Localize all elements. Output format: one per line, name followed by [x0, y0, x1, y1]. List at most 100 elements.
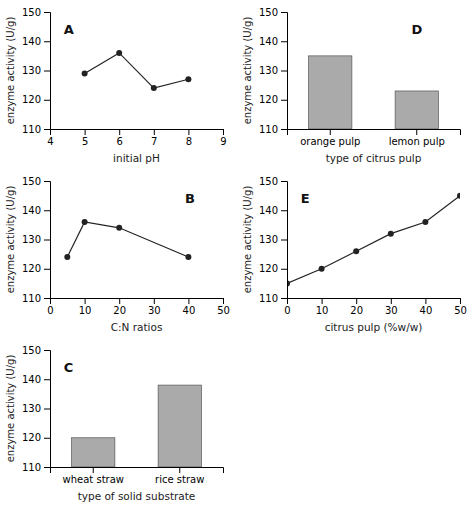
tick-label: 150: [22, 7, 41, 18]
tick-label: 130: [259, 65, 278, 76]
tick-mark: [188, 298, 189, 304]
x-axis: 01020304050: [47, 298, 230, 316]
panel: 456789110120130140150initial pHenzyme ac…: [5, 7, 227, 164]
tick-label: 140: [259, 205, 278, 216]
tick-mark: [119, 298, 120, 304]
tick-label: 30: [148, 305, 161, 316]
tick-label: 110: [259, 293, 278, 304]
y-axis: 110120130140150: [259, 176, 288, 304]
tick-label: 150: [259, 176, 278, 187]
axis-domain: [44, 13, 51, 130]
bar: [309, 56, 352, 129]
tick: rice straw: [155, 467, 204, 485]
tick: 30: [148, 298, 161, 316]
tick: 110: [259, 293, 287, 304]
plot-area: [309, 56, 439, 129]
y-axis: 110120130140150: [22, 176, 51, 304]
point: [388, 231, 394, 237]
tick: 110: [259, 124, 287, 135]
x-axis-label: type of solid substrate: [78, 490, 196, 502]
point: [185, 76, 191, 82]
tick: 130: [259, 234, 287, 245]
tick: 0: [284, 298, 290, 316]
tick: 110: [22, 124, 50, 135]
tick-label: 130: [22, 234, 41, 245]
panel-label: B: [185, 191, 195, 206]
tick-label: 150: [22, 345, 41, 356]
tick-mark: [356, 298, 357, 304]
tick-mark: [44, 438, 50, 439]
tick-label: 30: [385, 305, 398, 316]
tick-label: 150: [259, 7, 278, 18]
tick-mark: [179, 467, 180, 473]
tick-mark: [93, 467, 94, 473]
axis-domain: [281, 182, 288, 299]
x-axis: 01020304050: [284, 298, 467, 316]
tick: 120: [22, 94, 50, 105]
tick-mark: [281, 100, 287, 101]
tick-label: 50: [454, 305, 467, 316]
tick-mark: [281, 41, 287, 42]
tick-mark: [330, 129, 331, 135]
tick-label: 7: [151, 136, 157, 147]
tick: 110: [22, 462, 50, 473]
tick-mark: [154, 129, 155, 135]
tick-mark: [281, 298, 287, 299]
tick: 0: [47, 298, 53, 316]
tick-mark: [85, 298, 86, 304]
tick-mark: [425, 298, 426, 304]
y-axis-label: enzyme activity (U/g): [5, 17, 16, 125]
tick-mark: [44, 71, 50, 72]
tick: 120: [22, 263, 50, 274]
tick-label: 5: [82, 136, 88, 147]
tick-mark: [154, 298, 155, 304]
x-axis-label: citrus pulp (%w/w): [325, 321, 423, 333]
tick-mark: [223, 129, 224, 135]
tick-label: lemon pulp: [389, 136, 445, 147]
axis-domain: [281, 13, 288, 130]
x-axis-label: type of citrus pulp: [326, 152, 422, 164]
tick-label: 50: [217, 305, 230, 316]
tick-label: 4: [47, 136, 53, 147]
line: [287, 196, 460, 284]
tick: 140: [259, 205, 287, 216]
tick-mark: [44, 467, 50, 468]
tick-label: 110: [22, 462, 41, 473]
bar: [158, 385, 201, 467]
tick-mark: [281, 210, 287, 211]
tick: 150: [22, 345, 50, 356]
tick-label: 140: [259, 36, 278, 47]
x-axis-label: C:N ratios: [111, 321, 163, 333]
tick-label: wheat straw: [63, 474, 124, 485]
tick: 40: [183, 298, 196, 316]
tick-mark: [44, 379, 50, 380]
axis-domain: [288, 130, 461, 136]
tick: 20: [113, 298, 126, 316]
tick-label: 9: [220, 136, 226, 147]
bar: [72, 438, 115, 467]
tick: 7: [151, 129, 157, 147]
tick: 6: [117, 129, 123, 147]
tick: 130: [22, 65, 50, 76]
tick-mark: [188, 129, 189, 135]
tick: 150: [22, 176, 50, 187]
x-axis: wheat straw rice straw: [51, 467, 224, 485]
plot-area: [72, 385, 202, 467]
tick: 140: [259, 36, 287, 47]
tick-mark: [391, 298, 392, 304]
tick: 9: [220, 129, 226, 147]
tick: 20: [350, 298, 363, 316]
plot-area: [64, 219, 191, 260]
tick-mark: [416, 129, 417, 135]
panel: 01020304050110120130140150citrus pulp (%…: [242, 176, 467, 333]
tick: 150: [259, 7, 287, 18]
tick: lemon pulp: [389, 129, 445, 147]
tick-label: 130: [22, 403, 41, 414]
tick-label: 140: [22, 36, 41, 47]
tick: 8: [186, 129, 192, 147]
tick-mark: [281, 12, 287, 13]
axis-domain: [44, 182, 51, 299]
axis-domain: [51, 130, 224, 136]
tick-mark: [44, 100, 50, 101]
panel-label: E: [301, 191, 310, 206]
